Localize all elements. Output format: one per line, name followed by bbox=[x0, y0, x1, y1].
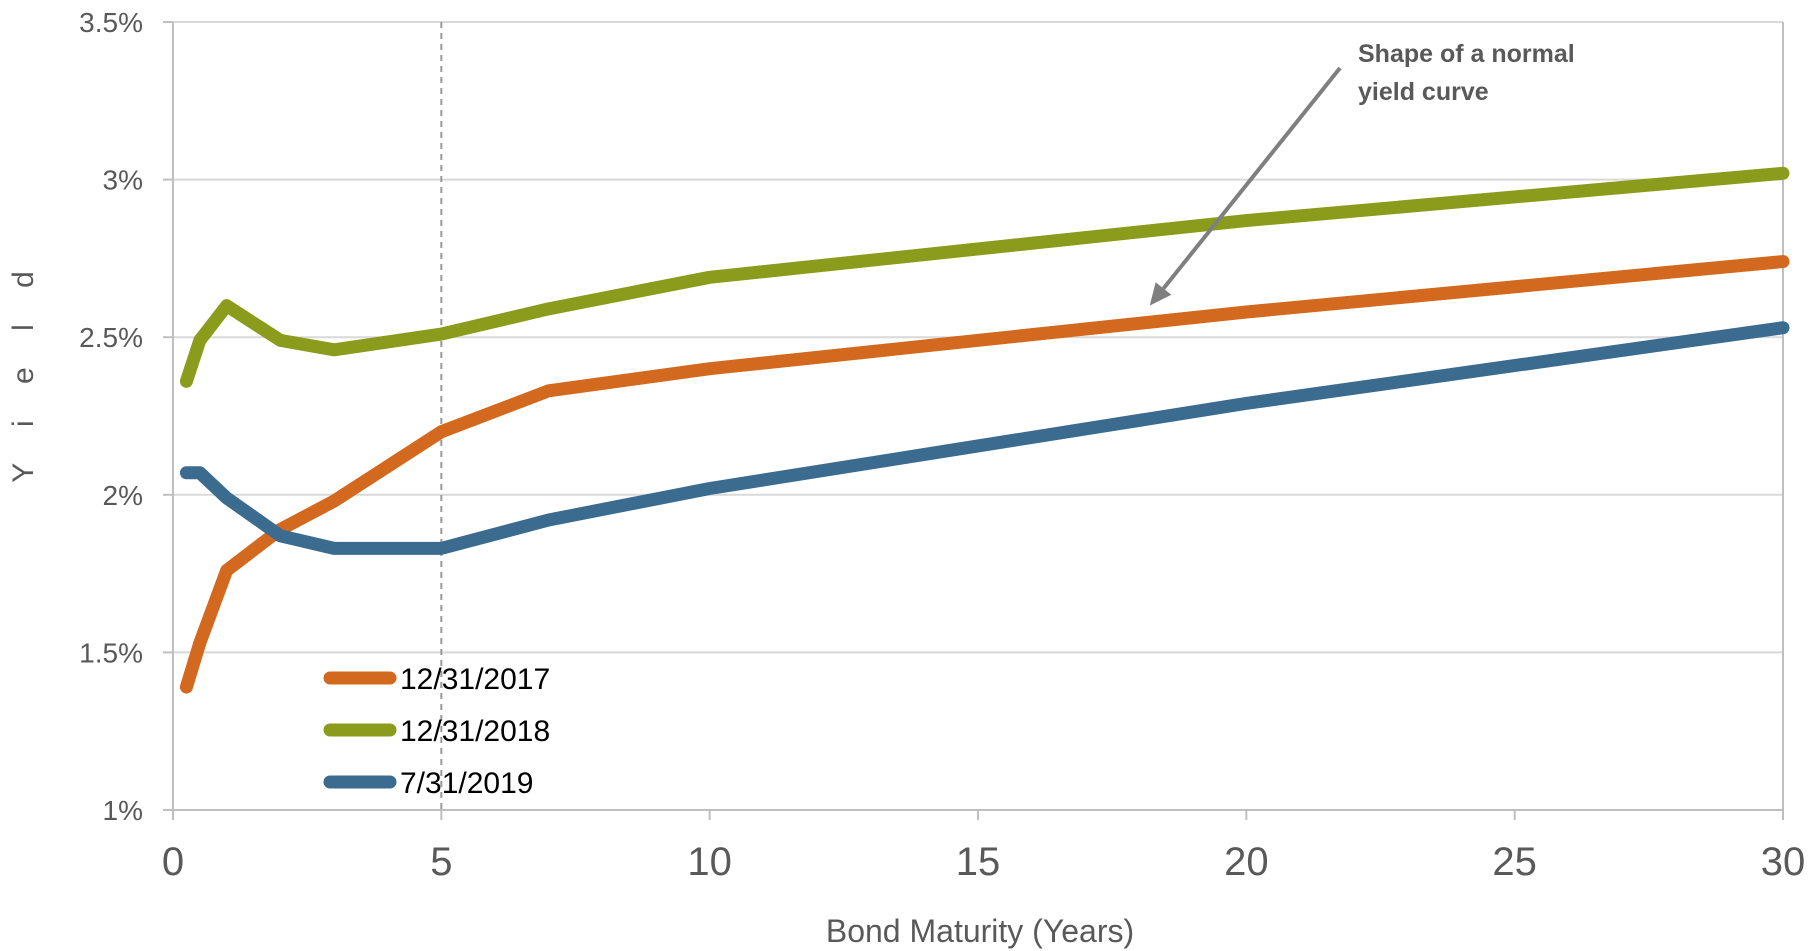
x-tick-label: 5 bbox=[430, 840, 452, 884]
x-tick-label: 10 bbox=[687, 840, 732, 884]
x-tick-label: 15 bbox=[956, 840, 1001, 884]
y-axis-label: Y i e l d bbox=[7, 257, 40, 483]
x-tick-label: 20 bbox=[1224, 840, 1269, 884]
series-line-2 bbox=[179, 321, 1790, 555]
x-tick-label: 0 bbox=[162, 840, 184, 884]
y-tick-label: 3.5% bbox=[79, 7, 143, 38]
x-tick-label: 30 bbox=[1761, 840, 1806, 884]
y-tick-labels: 1% 1.5% 2% 2.5% 3% 3.5% bbox=[79, 7, 143, 826]
x-axis-label: Bond Maturity (Years) bbox=[826, 913, 1134, 949]
annotation-arrowhead bbox=[1149, 282, 1172, 306]
y-tick-label: 3% bbox=[103, 165, 143, 196]
y-tick-label: 2.5% bbox=[79, 322, 143, 353]
y-tick-label: 1.5% bbox=[79, 637, 143, 668]
legend-label: 12/31/2017 bbox=[400, 663, 550, 696]
annotation-normal-yield-curve: Shape of a normal yield curve bbox=[1149, 40, 1575, 306]
annotation-arrow bbox=[1161, 66, 1342, 290]
series-line-1 bbox=[179, 166, 1790, 388]
y-tick-label: 2% bbox=[103, 480, 143, 511]
y-tick-label: 1% bbox=[103, 795, 143, 826]
legend-label: 12/31/2018 bbox=[400, 715, 550, 748]
legend-label: 7/31/2019 bbox=[400, 767, 533, 800]
x-tick-label: 25 bbox=[1492, 840, 1537, 884]
annotation-line-2: yield curve bbox=[1358, 78, 1489, 106]
legend: 12/31/2017 12/31/2018 7/31/2019 bbox=[323, 663, 550, 800]
x-tick-labels: 0 5 10 15 20 25 30 bbox=[162, 810, 1805, 884]
series-line-0 bbox=[179, 255, 1790, 694]
annotation-line-1: Shape of a normal bbox=[1358, 40, 1575, 68]
series-lines bbox=[179, 166, 1790, 694]
